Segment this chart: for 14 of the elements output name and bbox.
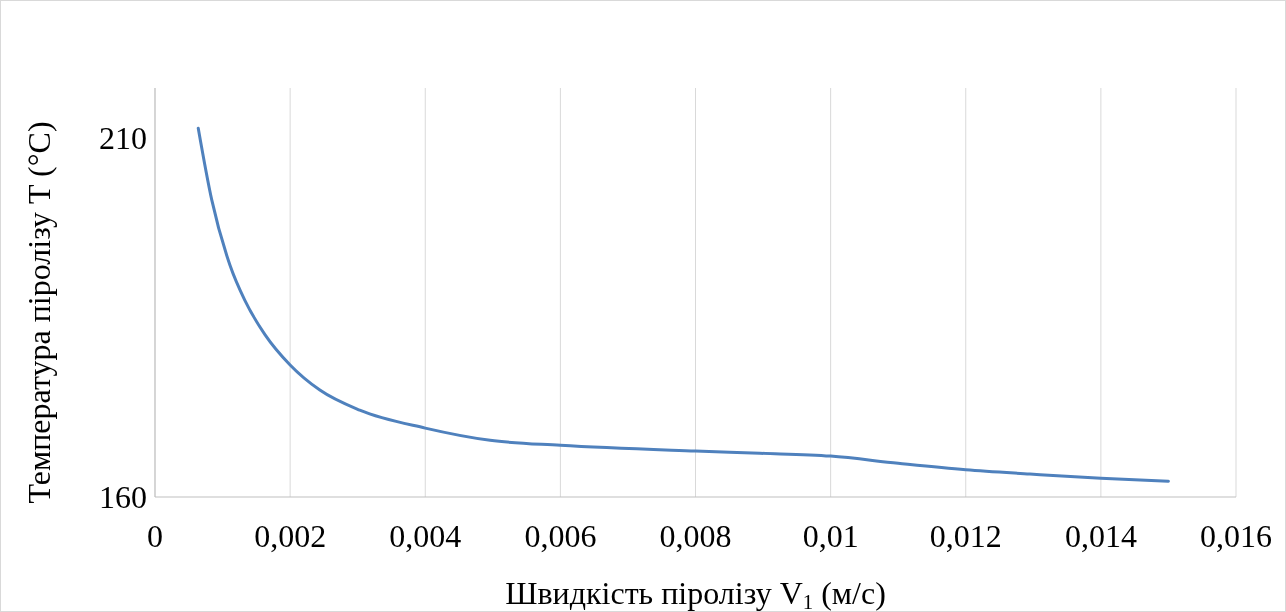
x-tick-label: 0,014 (1064, 518, 1137, 554)
x-tick-label: 0,004 (389, 518, 462, 554)
x-tick-label: 0 (147, 518, 163, 554)
x-tick-label: 0,002 (254, 518, 327, 554)
x-axis-title: Швидкість піролізу V$_{1}$ (м/с) (505, 575, 886, 612)
x-tick-label: 0,01 (802, 518, 859, 554)
x-tick-label: 0,006 (524, 518, 597, 554)
line-series (196, 126, 1170, 483)
y-tick-label: 160 (99, 479, 147, 515)
x-tick-label: 0,008 (659, 518, 732, 554)
y-axis-title: Температура піролізу T (°C) (21, 121, 57, 504)
x-tick-label: 0,012 (929, 518, 1002, 554)
x-tick-label: 0,016 (1200, 518, 1272, 554)
y-tick-label: 210 (99, 120, 147, 157)
